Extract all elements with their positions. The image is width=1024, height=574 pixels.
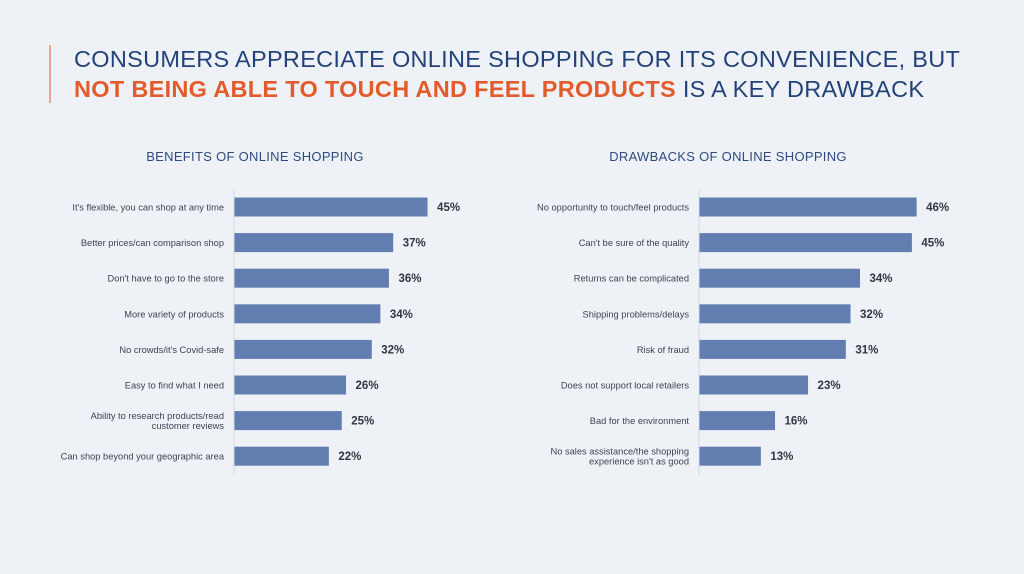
benefits-category-label: Can shop beyond your geographic area <box>61 452 225 462</box>
benefits-category-label: More variety of products <box>124 309 224 319</box>
title-accent-line <box>49 45 51 103</box>
benefits-bar <box>234 268 389 288</box>
drawbacks-value-label: 23% <box>818 380 841 392</box>
title-line-1: CONSUMERS APPRECIATE ONLINE SHOPPING FOR… <box>74 46 961 72</box>
drawbacks-value-label: 46% <box>926 202 949 214</box>
benefits-value-label: 34% <box>390 309 413 321</box>
drawbacks-bar <box>699 197 917 217</box>
drawbacks-bar <box>699 339 846 359</box>
benefits-chart-title: BENEFITS OF ONLINE SHOPPING <box>146 149 364 164</box>
drawbacks-category-label: Bad for the environment <box>590 416 690 426</box>
benefits-value-label: 32% <box>381 344 404 356</box>
drawbacks-value-label: 45% <box>921 238 944 250</box>
title-line-2: NOT BEING ABLE TO TOUCH AND FEEL PRODUCT… <box>74 74 960 104</box>
drawbacks-category-label: No sales assistance/the shopping <box>550 447 689 457</box>
drawbacks-category-label: Risk of fraud <box>637 345 689 355</box>
benefits-bar <box>234 233 394 253</box>
benefits-category-label: Easy to find what I need <box>125 381 224 391</box>
benefits-value-label: 22% <box>338 451 361 463</box>
drawbacks-bar <box>699 233 912 253</box>
benefits-bar <box>234 304 381 324</box>
drawbacks-category-label: Does not support local retailers <box>561 381 690 391</box>
drawbacks-value-label: 16% <box>785 416 808 428</box>
page-title: CONSUMERS APPRECIATE ONLINE SHOPPING FOR… <box>74 44 960 104</box>
benefits-category-label: No crowds/it's Covid-safe <box>119 345 224 355</box>
title-line-2-rest: IS A KEY DRAWBACK <box>676 76 925 102</box>
drawbacks-chart-title: DRAWBACKS OF ONLINE SHOPPING <box>609 149 847 164</box>
benefits-value-label: 25% <box>351 416 374 428</box>
benefits-category-label: customer reviews <box>152 421 225 431</box>
benefits-category-label: It's flexible, you can shop at any time <box>72 203 224 213</box>
benefits-category-label: Don't have to go to the store <box>107 274 224 284</box>
title-highlight: NOT BEING ABLE TO TOUCH AND FEEL PRODUCT… <box>74 76 677 102</box>
benefits-bar <box>234 446 329 466</box>
benefits-value-label: 36% <box>398 273 421 285</box>
benefits-value-label: 45% <box>437 202 460 214</box>
drawbacks-category-label: Can't be sure of the quality <box>579 238 690 248</box>
drawbacks-bar <box>699 375 809 395</box>
drawbacks-category-label: Returns can be complicated <box>574 274 689 284</box>
drawbacks-value-label: 31% <box>855 344 878 356</box>
benefits-bar <box>234 339 372 359</box>
benefits-value-label: 37% <box>403 238 426 250</box>
drawbacks-bar <box>699 268 860 288</box>
drawbacks-category-label: Shipping problems/delays <box>583 309 690 319</box>
benefits-bar <box>234 197 428 217</box>
drawbacks-category-label: No opportunity to touch/feel products <box>537 203 689 213</box>
drawbacks-bar <box>699 411 776 431</box>
benefits-category-label: Ability to research products/read <box>91 411 224 421</box>
drawbacks-value-label: 34% <box>869 273 892 285</box>
benefits-category-label: Better prices/can comparison shop <box>81 238 224 248</box>
benefits-bar <box>234 411 342 431</box>
drawbacks-value-label: 32% <box>860 309 883 321</box>
drawbacks-bar <box>699 304 851 324</box>
drawbacks-bar <box>699 446 761 466</box>
drawbacks-category-label: experience isn't as good <box>589 457 689 467</box>
benefits-value-label: 26% <box>356 380 379 392</box>
benefits-bar <box>234 375 347 395</box>
drawbacks-value-label: 13% <box>770 451 793 463</box>
